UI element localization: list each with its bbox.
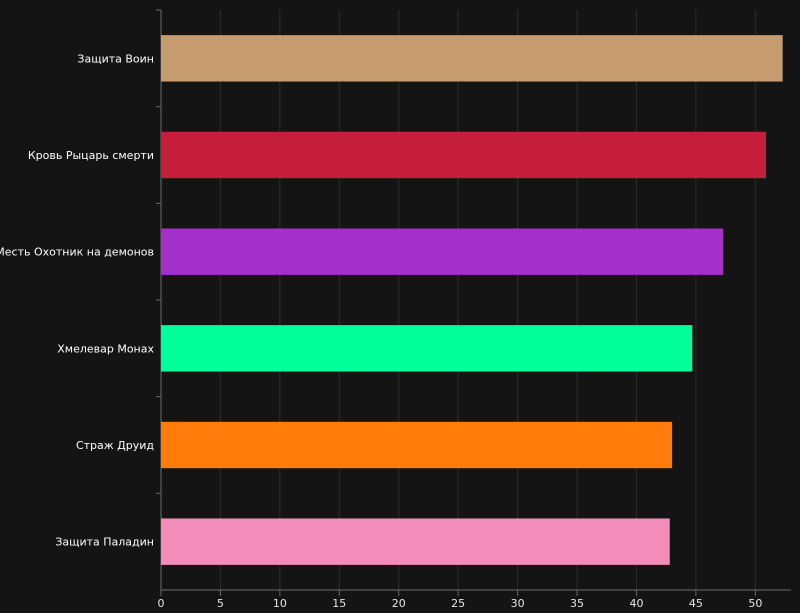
x-tick-label: 20 <box>392 597 406 610</box>
bar-3 <box>161 228 724 275</box>
x-tick-label: 40 <box>629 597 643 610</box>
category-label: Защита Воин <box>77 52 154 65</box>
x-tick-label: 30 <box>511 597 525 610</box>
category-labels: Защита Воин Кровь Рыцарь смерти Месть Охот… <box>0 52 154 548</box>
x-tick-label: 15 <box>332 597 346 610</box>
bar-6 <box>161 518 670 565</box>
bar-5 <box>161 421 673 469</box>
x-tick-labels: 0 5 10 15 20 25 30 35 40 45 50 <box>158 597 763 610</box>
x-tick-label: 5 <box>217 597 224 610</box>
bar-1 <box>161 35 783 82</box>
x-tick-label: 25 <box>451 597 465 610</box>
axes <box>156 9 791 596</box>
bar-4 <box>161 325 693 372</box>
grid-lines <box>219 10 756 590</box>
category-label: Защита Паладин <box>55 536 154 549</box>
x-tick-label: 50 <box>748 597 762 610</box>
category-label: Хмелевар Монах <box>57 342 154 355</box>
category-label: Месть Охотник на демонов <box>0 246 154 259</box>
x-tick-label: 45 <box>689 597 703 610</box>
bar-2 <box>161 131 767 179</box>
x-tick-label: 10 <box>273 597 287 610</box>
category-label: Кровь Рыцарь смерти <box>28 149 154 162</box>
x-tick-label: 0 <box>158 597 165 610</box>
bars <box>161 35 783 565</box>
category-label: Страж Друид <box>76 439 154 452</box>
x-tick-label: 35 <box>570 597 584 610</box>
